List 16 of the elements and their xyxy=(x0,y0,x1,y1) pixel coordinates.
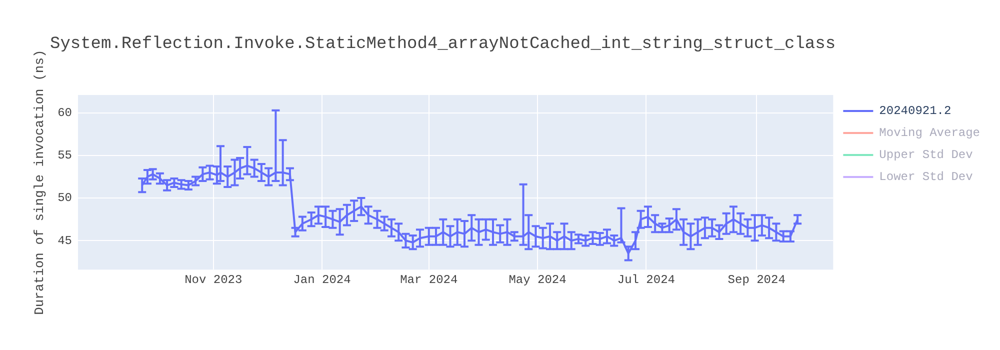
x-tick-label: Sep 2024 xyxy=(728,272,786,287)
y-axis-title: Duration of single invocation (ns) xyxy=(32,50,48,315)
x-tick-label: Nov 2023 xyxy=(184,272,242,287)
legend-label: Moving Average xyxy=(879,126,980,140)
y-tick-label: 45 xyxy=(58,234,72,248)
x-tick-label: Jan 2024 xyxy=(293,272,351,287)
y-tick-label: 55 xyxy=(58,148,72,163)
chart-title: System.Reflection.Invoke.StaticMethod4_arrayNotCached_int_string_struct_class xyxy=(50,35,836,54)
legend-label: Lower Std Dev xyxy=(879,170,973,184)
y-tick-label: 60 xyxy=(58,106,72,120)
legend-label: 20240921.2 xyxy=(879,104,952,118)
x-tick-label: May 2024 xyxy=(508,272,566,287)
x-tick-label: Jul 2024 xyxy=(617,272,675,287)
x-tick-label: Mar 2024 xyxy=(400,272,458,287)
y-tick-label: 50 xyxy=(58,191,72,206)
legend-label: Upper Std Dev xyxy=(879,148,973,162)
